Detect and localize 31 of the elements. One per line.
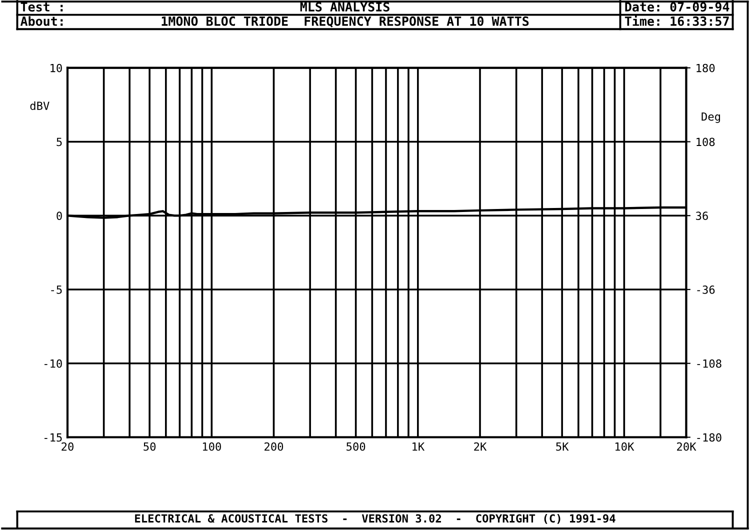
- x-tick-label: 100: [202, 442, 221, 451]
- y2-tick-label: -180: [697, 433, 722, 442]
- text: Date: 07-09-94: [625, 2, 730, 12]
- y-tick-label: 0: [56, 212, 62, 220]
- text: MLS ANALYSIS: [300, 2, 390, 12]
- y2-tick-label: -108: [697, 359, 722, 368]
- x-tick-label: 2K: [474, 442, 487, 451]
- y2-tick-label: 180: [696, 64, 715, 72]
- text: About:: [20, 16, 63, 26]
- y2-tick-label: -36: [697, 285, 715, 294]
- y2-axis-title: Deg: [702, 112, 720, 123]
- text: Test :: [20, 2, 63, 12]
- text: Time: 16:33:57: [624, 16, 729, 26]
- y-tick-label: -5: [51, 286, 62, 294]
- x-tick-label: 20K: [677, 442, 696, 451]
- x-tick-label: 500: [346, 442, 366, 451]
- x-tick-label: 200: [264, 442, 284, 451]
- y-tick-label: 5: [56, 138, 62, 146]
- y-axis-title: dBV: [30, 101, 50, 110]
- y-tick-label: -15: [44, 433, 62, 442]
- x-tick-label: 5K: [556, 442, 569, 451]
- y-tick-label: 10: [50, 64, 62, 72]
- x-tick-label: 10K: [615, 442, 634, 451]
- y2-tick-label: 36: [696, 212, 708, 220]
- x-tick-label: 50: [144, 442, 156, 451]
- x-tick-label: 1K: [412, 442, 425, 451]
- y-tick-label: -10: [44, 359, 62, 368]
- x-tick-label: 20: [62, 442, 74, 451]
- y2-tick-label: 108: [696, 138, 715, 146]
- text: 1MONO BLOC TRIODE FREQUENCY RESPONSE AT 10 WATTS: [162, 16, 529, 28]
- text: ELECTRICAL & ACOUSTICAL TESTS - VERSION 3.02 - COPYRIGHT (C) 1991-94: [135, 514, 616, 524]
